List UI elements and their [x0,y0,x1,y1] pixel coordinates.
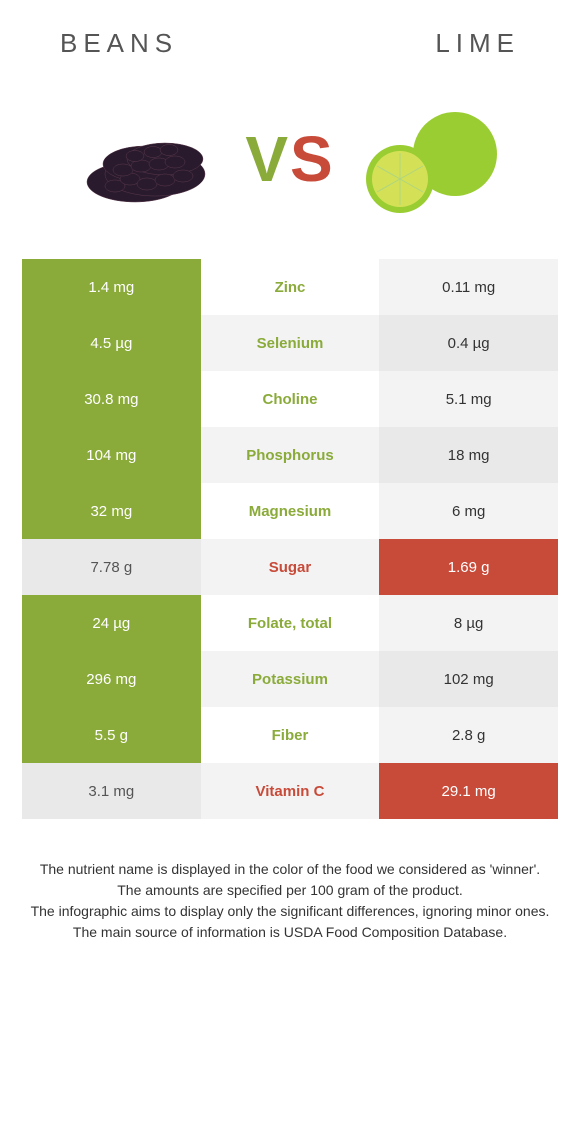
nutrient-name: Selenium [201,315,380,371]
table-row: 24 µgFolate, total8 µg [22,595,558,651]
table-row: 32 mgMagnesium6 mg [22,483,558,539]
left-value: 3.1 mg [22,763,201,819]
nutrient-name: Vitamin C [201,763,380,819]
right-value: 29.1 mg [379,763,558,819]
right-value: 18 mg [379,427,558,483]
nutrient-name: Folate, total [201,595,380,651]
vs-label: VS [245,122,334,196]
table-row: 104 mgPhosphorus18 mg [22,427,558,483]
table-row: 4.5 µgSelenium0.4 µg [22,315,558,371]
table-row: 30.8 mgCholine5.1 mg [22,371,558,427]
left-value: 5.5 g [22,707,201,763]
nutrient-name: Zinc [201,259,380,315]
left-value: 7.78 g [22,539,201,595]
table-row: 1.4 mgZinc0.11 mg [22,259,558,315]
vs-v: V [245,123,290,195]
left-value: 104 mg [22,427,201,483]
right-value: 5.1 mg [379,371,558,427]
nutrient-name: Magnesium [201,483,380,539]
beans-image [75,99,235,219]
footnote-line: The amounts are specified per 100 gram o… [30,880,550,901]
nutrient-table: 1.4 mgZinc0.11 mg4.5 µgSelenium0.4 µg30.… [22,259,558,819]
table-row: 3.1 mgVitamin C29.1 mg [22,763,558,819]
lime-image [345,99,505,219]
right-value: 1.69 g [379,539,558,595]
left-value: 24 µg [22,595,201,651]
right-value: 8 µg [379,595,558,651]
right-value: 0.11 mg [379,259,558,315]
footnote-line: The main source of information is USDA F… [30,922,550,943]
nutrient-name: Phosphorus [201,427,380,483]
nutrient-name: Sugar [201,539,380,595]
nutrient-name: Fiber [201,707,380,763]
right-value: 2.8 g [379,707,558,763]
right-value: 0.4 µg [379,315,558,371]
table-row: 296 mgPotassium102 mg [22,651,558,707]
left-value: 296 mg [22,651,201,707]
left-value: 30.8 mg [22,371,201,427]
footnote-line: The infographic aims to display only the… [30,901,550,922]
header: Beans Lime [0,0,580,69]
left-value: 32 mg [22,483,201,539]
left-food-title: Beans [60,28,178,59]
vs-s: S [290,123,335,195]
left-value: 4.5 µg [22,315,201,371]
left-value: 1.4 mg [22,259,201,315]
right-value: 6 mg [379,483,558,539]
footnote: The nutrient name is displayed in the co… [30,859,550,943]
right-value: 102 mg [379,651,558,707]
right-food-title: Lime [435,28,520,59]
table-row: 5.5 gFiber2.8 g [22,707,558,763]
footnote-line: The nutrient name is displayed in the co… [30,859,550,880]
hero-row: VS [0,69,580,259]
table-row: 7.78 gSugar1.69 g [22,539,558,595]
nutrient-name: Choline [201,371,380,427]
nutrient-name: Potassium [201,651,380,707]
